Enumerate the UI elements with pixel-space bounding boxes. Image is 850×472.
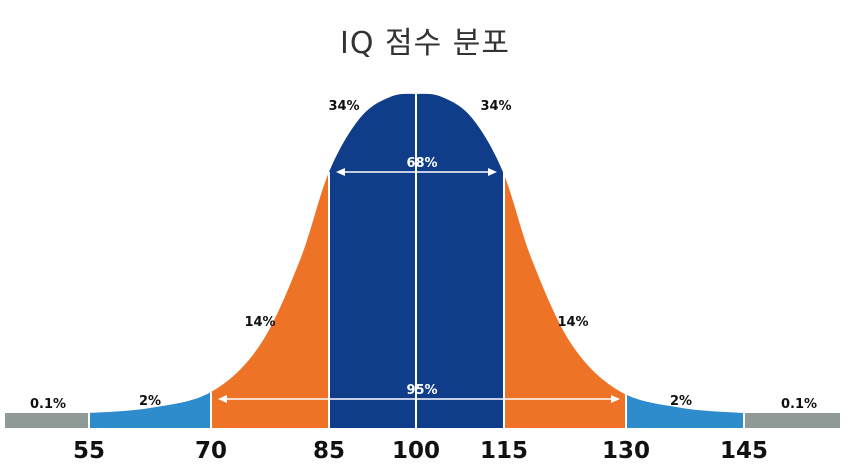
right-tail-bar xyxy=(744,413,840,428)
region-right-14 xyxy=(504,93,626,428)
arrow-68 xyxy=(336,168,497,176)
tick-label-100: 100 xyxy=(392,438,440,464)
tick-label-70: 70 xyxy=(195,438,227,464)
diagram-title: IQ 점수 분포 xyxy=(340,26,510,61)
label-right-2: 2% xyxy=(670,394,692,409)
label-left-2: 2% xyxy=(139,394,161,409)
region-right-34 xyxy=(416,93,504,428)
label-68: 68% xyxy=(406,156,437,171)
tick-label-85: 85 xyxy=(313,438,345,464)
left-tail-bar xyxy=(5,413,89,428)
label-right-34: 34% xyxy=(480,99,511,114)
tick-label-115: 115 xyxy=(480,438,528,464)
label-left-tail: 0.1% xyxy=(30,397,66,412)
region-left-34 xyxy=(329,93,416,428)
label-95: 95% xyxy=(406,383,437,398)
tick-label-130: 130 xyxy=(602,438,650,464)
label-left-34: 34% xyxy=(328,99,359,114)
tick-label-55: 55 xyxy=(73,438,105,464)
tick-label-145: 145 xyxy=(720,438,768,464)
region-left-2 xyxy=(89,93,211,428)
label-right-tail: 0.1% xyxy=(781,397,817,412)
region-right-2 xyxy=(626,93,743,428)
arrow-95 xyxy=(218,395,620,403)
region-left-14 xyxy=(211,93,329,428)
label-left-14: 14% xyxy=(244,315,275,330)
label-right-14: 14% xyxy=(557,315,588,330)
